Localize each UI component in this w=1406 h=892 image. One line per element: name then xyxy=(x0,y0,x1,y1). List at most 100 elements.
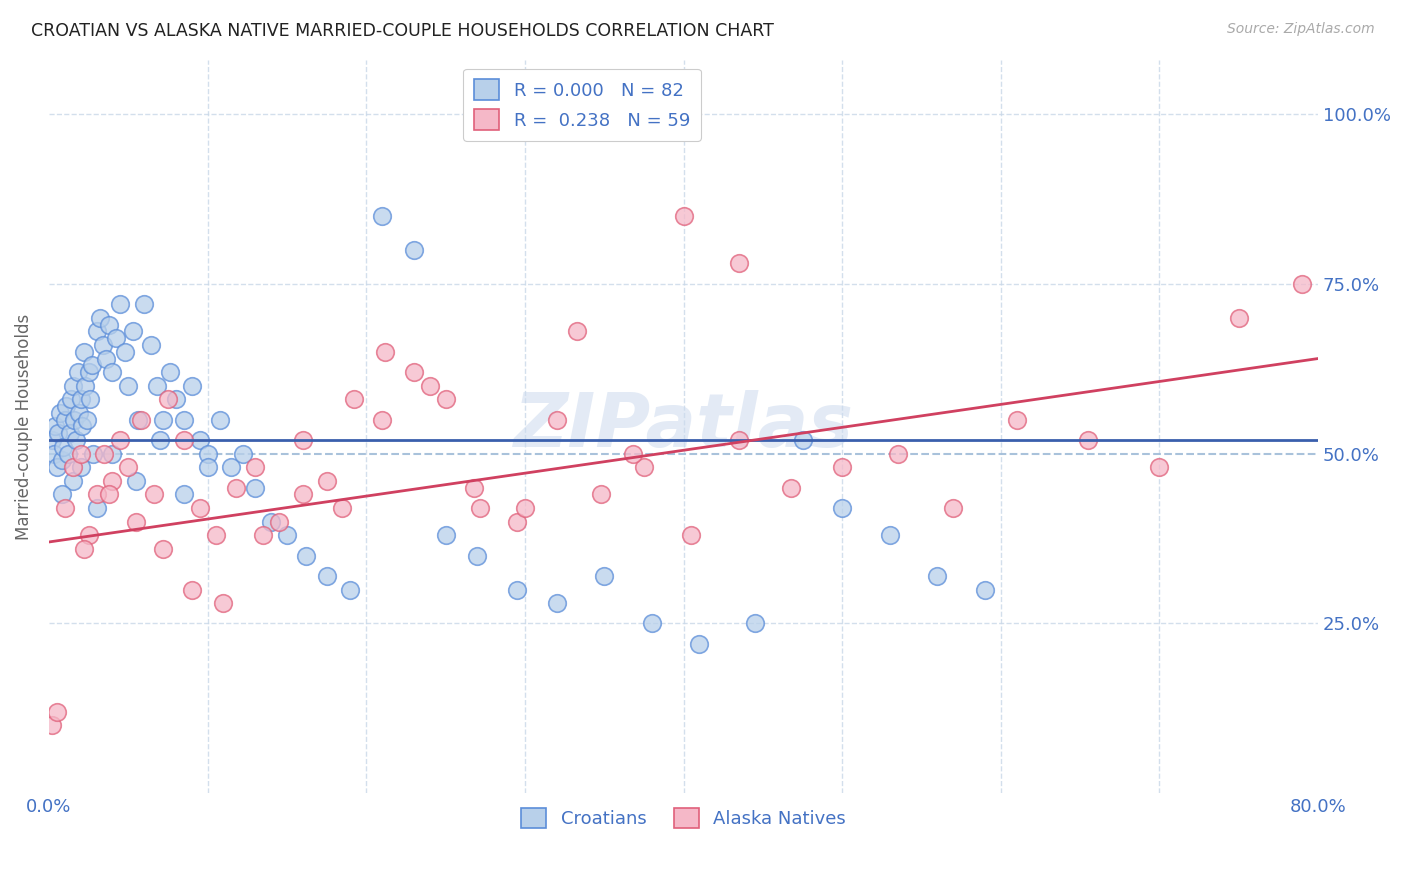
Point xyxy=(180,378,202,392)
Point xyxy=(101,447,124,461)
Point xyxy=(267,515,290,529)
Point xyxy=(142,487,165,501)
Point xyxy=(434,392,457,407)
Point xyxy=(165,392,187,407)
Point xyxy=(188,501,211,516)
Point xyxy=(93,447,115,461)
Point xyxy=(204,528,226,542)
Point xyxy=(688,637,710,651)
Legend: Croatians, Alaska Natives: Croatians, Alaska Natives xyxy=(513,800,853,836)
Point xyxy=(62,378,84,392)
Point xyxy=(122,324,145,338)
Point xyxy=(62,460,84,475)
Point xyxy=(49,406,72,420)
Point xyxy=(52,440,75,454)
Point xyxy=(513,501,536,516)
Point xyxy=(332,501,354,516)
Point xyxy=(110,433,132,447)
Point xyxy=(371,412,394,426)
Point xyxy=(125,515,148,529)
Point xyxy=(506,582,529,597)
Point xyxy=(173,412,195,426)
Point xyxy=(129,412,152,426)
Point xyxy=(65,433,87,447)
Point xyxy=(197,460,219,475)
Point xyxy=(60,392,83,407)
Point xyxy=(152,541,174,556)
Point xyxy=(94,351,117,366)
Point xyxy=(114,344,136,359)
Point xyxy=(134,297,156,311)
Point xyxy=(173,487,195,501)
Point xyxy=(589,487,612,501)
Point xyxy=(72,419,94,434)
Point xyxy=(125,474,148,488)
Point xyxy=(1149,460,1171,475)
Point xyxy=(56,447,79,461)
Point xyxy=(225,481,247,495)
Point xyxy=(91,338,114,352)
Point xyxy=(63,412,86,426)
Point xyxy=(780,481,803,495)
Point xyxy=(641,616,664,631)
Point xyxy=(295,549,318,563)
Point xyxy=(633,460,655,475)
Point xyxy=(82,447,104,461)
Point xyxy=(506,515,529,529)
Point xyxy=(89,310,111,325)
Point xyxy=(342,392,364,407)
Point xyxy=(942,501,965,516)
Point xyxy=(58,426,80,441)
Point xyxy=(276,528,298,542)
Point xyxy=(146,378,169,392)
Point xyxy=(879,528,901,542)
Point xyxy=(974,582,997,597)
Y-axis label: Married-couple Households: Married-couple Households xyxy=(15,313,32,540)
Point xyxy=(41,433,63,447)
Point xyxy=(728,256,751,270)
Point xyxy=(127,412,149,426)
Point xyxy=(221,460,243,475)
Point xyxy=(245,460,267,475)
Point xyxy=(53,501,76,516)
Point xyxy=(1291,277,1313,291)
Point xyxy=(101,365,124,379)
Text: ZIPatlas: ZIPatlas xyxy=(513,390,853,463)
Point xyxy=(197,447,219,461)
Point xyxy=(315,569,337,583)
Point xyxy=(73,541,96,556)
Point xyxy=(86,487,108,501)
Point xyxy=(374,344,396,359)
Point xyxy=(104,331,127,345)
Point xyxy=(291,433,314,447)
Point xyxy=(886,447,908,461)
Point xyxy=(315,474,337,488)
Point xyxy=(188,433,211,447)
Point xyxy=(48,426,70,441)
Point xyxy=(41,718,63,732)
Point xyxy=(593,569,616,583)
Point xyxy=(1005,412,1028,426)
Point xyxy=(463,481,485,495)
Point xyxy=(66,365,89,379)
Point xyxy=(339,582,361,597)
Point xyxy=(152,412,174,426)
Point xyxy=(51,487,73,501)
Point xyxy=(209,412,232,426)
Point xyxy=(402,243,425,257)
Point xyxy=(73,344,96,359)
Point xyxy=(252,528,274,542)
Point xyxy=(621,447,644,461)
Point xyxy=(139,338,162,352)
Point xyxy=(86,501,108,516)
Point xyxy=(76,412,98,426)
Point xyxy=(672,209,695,223)
Point xyxy=(546,596,568,610)
Point xyxy=(77,365,100,379)
Point xyxy=(55,399,77,413)
Point xyxy=(744,616,766,631)
Text: CROATIAN VS ALASKA NATIVE MARRIED-COUPLE HOUSEHOLDS CORRELATION CHART: CROATIAN VS ALASKA NATIVE MARRIED-COUPLE… xyxy=(31,22,773,40)
Point xyxy=(728,433,751,447)
Point xyxy=(45,705,67,719)
Point xyxy=(567,324,589,338)
